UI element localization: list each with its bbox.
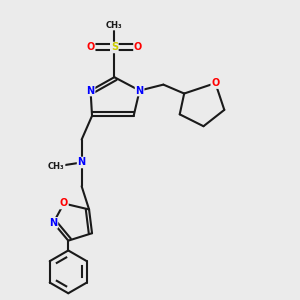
- Text: N: N: [78, 158, 86, 167]
- Text: N: N: [49, 218, 58, 228]
- Text: O: O: [134, 43, 142, 52]
- Text: CH₃: CH₃: [106, 21, 123, 30]
- Text: O: O: [211, 78, 220, 88]
- Text: O: O: [86, 43, 95, 52]
- Text: CH₃: CH₃: [48, 162, 65, 171]
- Text: N: N: [86, 85, 94, 96]
- Text: N: N: [136, 85, 144, 96]
- Text: O: O: [60, 199, 68, 208]
- Text: S: S: [111, 43, 118, 52]
